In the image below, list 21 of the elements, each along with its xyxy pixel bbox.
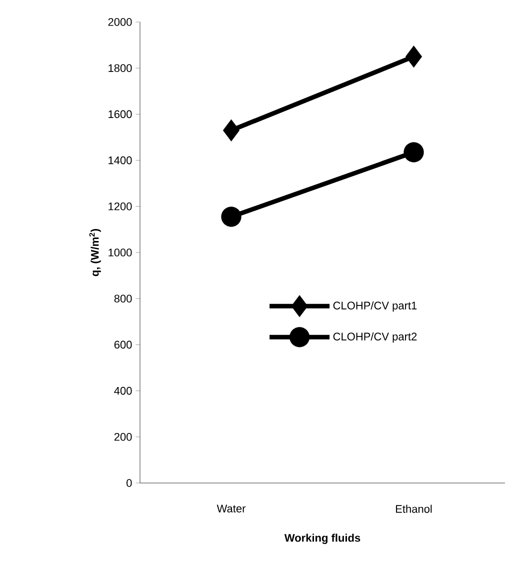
x-tick-label: Ethanol xyxy=(396,504,432,513)
legend-label: CLOHP/CV part1 xyxy=(333,301,417,312)
x-tick-label: Water xyxy=(216,504,246,512)
point xyxy=(222,119,240,142)
y-tick-label: 200 xyxy=(114,433,132,441)
y-tick-label: 800 xyxy=(114,294,132,302)
y-axis-title: q, (W/m$^{2}$) xyxy=(89,228,101,276)
y-tick-label: 2000 xyxy=(108,18,132,26)
point xyxy=(405,46,422,68)
legend-label: CLOHP/CV part2 xyxy=(333,332,417,343)
y-tick-label: 600 xyxy=(114,340,132,349)
y-tick-label: 400 xyxy=(114,386,132,395)
y-tick-label: 1000 xyxy=(108,248,132,256)
y-tick-label: 1800 xyxy=(108,64,132,72)
y-tick-label: 0 xyxy=(126,479,132,487)
point xyxy=(221,206,242,227)
y-tick-label: 1600 xyxy=(108,110,132,118)
x-axis-title: Working fluids xyxy=(284,534,360,544)
point xyxy=(404,142,424,162)
y-tick-label: 1200 xyxy=(108,202,132,210)
y-tick-label: 1400 xyxy=(108,156,132,164)
